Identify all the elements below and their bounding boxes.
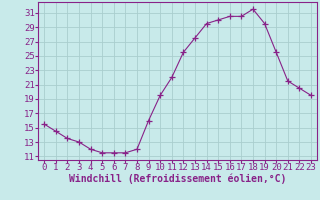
X-axis label: Windchill (Refroidissement éolien,°C): Windchill (Refroidissement éolien,°C)	[69, 174, 286, 184]
